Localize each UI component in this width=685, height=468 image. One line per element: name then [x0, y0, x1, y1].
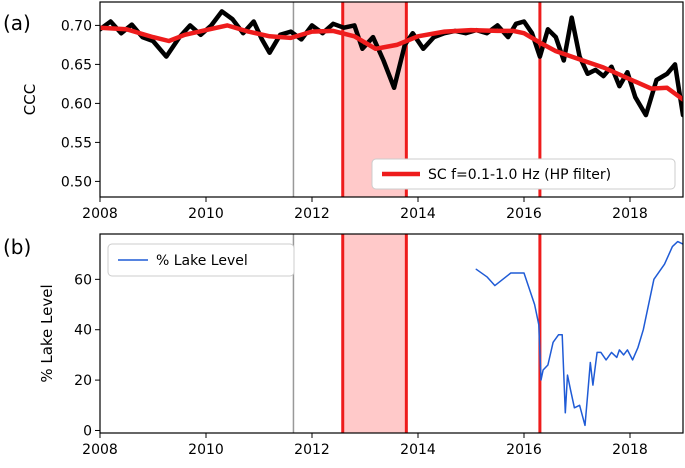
y-axis-label: % Lake Level [38, 284, 56, 382]
x-tick-label: 2014 [400, 206, 436, 222]
panel-label: (a) [3, 11, 31, 35]
x-tick-label: 2016 [506, 442, 542, 458]
x-tick-label: 2012 [294, 206, 330, 222]
legend: % Lake Level [107, 243, 295, 277]
plot-area [292, 234, 683, 433]
y-tick-label: 0.70 [61, 18, 92, 34]
shaded-span [342, 234, 407, 433]
y-tick-label: 20 [74, 373, 92, 389]
x-tick-label: 2016 [506, 206, 542, 222]
panel-b: 2008 2010 2012 2014 2016 2018 0 20 40 60 % Lake Le… [3, 233, 684, 458]
y-tick-label: 40 [74, 323, 92, 339]
y-tick-label: 0 [83, 423, 92, 439]
x-tick-label: 2010 [188, 206, 224, 222]
y-axis-label: CCC [21, 84, 39, 115]
x-tick-label: 2010 [188, 442, 224, 458]
legend-box [107, 243, 295, 277]
x-tick-label: 2014 [400, 442, 436, 458]
series-line-1 [100, 23, 683, 102]
y-tick-label: 0.50 [61, 174, 92, 190]
legend-label: SC f=0.1-1.0 Hz (HP filter) [428, 167, 611, 183]
legend-box [371, 158, 676, 190]
x-tick-label: 2012 [294, 442, 330, 458]
x-tick-label: 2018 [612, 206, 648, 222]
y-tick-label: 0.55 [61, 135, 92, 151]
x-tick-label: 2018 [612, 442, 648, 458]
axes-frame [99, 1, 684, 198]
legend-label: % Lake Level [156, 253, 248, 269]
series-line-0 [475, 240, 683, 427]
panel-a: 2008 2010 2012 2014 2016 2018 0.50 0.55 0.60 0.65… [3, 1, 684, 222]
legend: SC f=0.1-1.0 Hz (HP filter) [371, 158, 676, 190]
y-tick-label: 0.60 [61, 96, 92, 112]
y-tick-label: 60 [74, 272, 92, 288]
axes-frame [99, 233, 684, 434]
x-tick-label: 2008 [82, 442, 118, 458]
series-line-0 [100, 9, 683, 118]
x-tick-label: 2008 [82, 206, 118, 222]
panel-label: (b) [3, 235, 31, 259]
y-tick-label: 0.65 [61, 57, 92, 73]
